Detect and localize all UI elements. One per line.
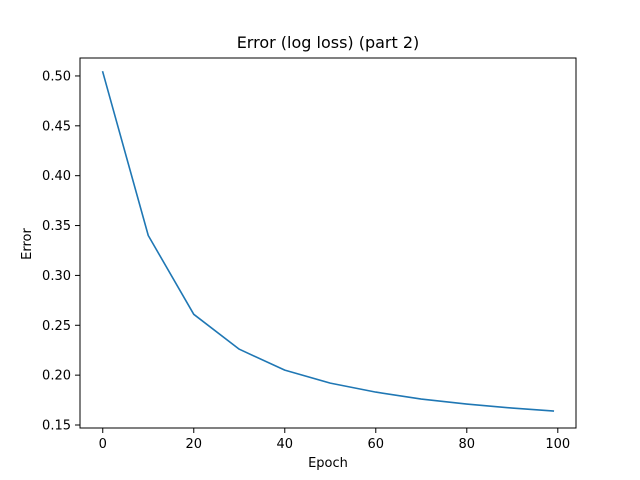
x-axis-ticks: 0 20 40 60 80 100 [99, 428, 570, 452]
y-tick-label: 0.15 [42, 419, 71, 434]
y-tick-label: 0.40 [42, 169, 71, 184]
x-tick-label: 60 [368, 437, 385, 452]
x-axis-label: Epoch [308, 456, 348, 471]
y-tick-label: 0.25 [42, 319, 71, 334]
plot-area [101, 70, 555, 412]
series-line [101, 70, 555, 412]
y-tick-label: 0.35 [42, 219, 71, 234]
x-tick-label: 80 [459, 437, 476, 452]
y-tick-label: 0.30 [42, 269, 71, 284]
y-tick-label: 0.20 [42, 369, 71, 384]
y-tick-label: 0.45 [42, 119, 71, 134]
chart-title: Error (log loss) (part 2) [237, 33, 420, 52]
plot-frame [79, 57, 577, 429]
y-tick-label: 0.50 [42, 69, 71, 84]
y-axis-ticks: 0.15 0.20 0.25 0.30 0.35 0.40 0.45 0.50 [42, 69, 80, 434]
x-tick-label: 20 [185, 437, 202, 452]
x-tick-label: 40 [276, 437, 293, 452]
y-axis-label: Error [20, 228, 35, 260]
x-tick-label: 0 [99, 437, 107, 452]
x-tick-label: 100 [545, 437, 570, 452]
